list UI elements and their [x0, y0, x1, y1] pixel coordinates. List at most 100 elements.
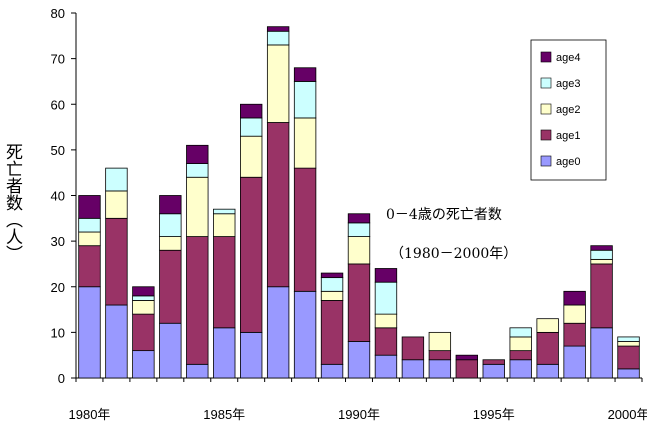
- bar-age2-1980: [78, 231, 101, 247]
- y-tick-label: 0: [58, 371, 65, 386]
- bar-age1-1981: [105, 217, 128, 306]
- legend-label-age3: age3: [556, 78, 580, 90]
- bar-age2-1983: [159, 236, 182, 251]
- legend-label-age0: age0: [556, 156, 580, 168]
- legend-swatch-age3: [540, 77, 552, 89]
- bar-age1-1991: [374, 327, 398, 356]
- x-tick-label: 1995年: [473, 407, 515, 422]
- bar-age2-1986: [240, 135, 263, 178]
- bar-age2-1996: [509, 336, 532, 352]
- bar-age0-1982: [132, 350, 155, 379]
- y-tick-label: 80: [51, 6, 65, 21]
- bar-age4-1989: [320, 272, 344, 279]
- bar-age1-1996: [509, 350, 532, 361]
- annotation-period: （1980－2000年）: [390, 246, 517, 262]
- bar-age0-1985: [213, 327, 236, 379]
- bar-age1-1990: [347, 263, 371, 342]
- bar-age0-1993: [428, 359, 452, 379]
- bar-age4-1990: [347, 213, 371, 224]
- bar-age3-1990: [347, 222, 371, 237]
- bar-age3-1999: [590, 249, 613, 260]
- bar-age4-1987: [266, 26, 290, 32]
- bar-stacks: [78, 26, 640, 379]
- bar-age1-1988: [293, 167, 317, 292]
- bar-age0-1981: [105, 304, 128, 379]
- annotation-title: 0－4歳の死亡者数: [386, 207, 502, 223]
- bar-age3-1982: [132, 295, 155, 301]
- bar-age2-1981: [105, 190, 128, 219]
- bar-age4-1986: [240, 103, 263, 119]
- bar-age2-1993: [428, 331, 452, 352]
- bar-age1-1992: [401, 336, 425, 361]
- annotation: 0－4歳の死亡者数 （1980－2000年）: [386, 207, 517, 262]
- bar-age1-1983: [159, 249, 182, 324]
- bar-age1-1994: [455, 359, 478, 379]
- bar-age1-1982: [132, 313, 155, 352]
- bar-age1-1987: [266, 122, 290, 288]
- bar-age2-1991: [374, 313, 398, 329]
- legend: age4 age3 age2 age1 age0: [530, 39, 607, 181]
- bar-age1-1993: [428, 350, 452, 361]
- bar-age0-1987: [266, 286, 290, 379]
- y-axis-label: 死亡者数（人）: [2, 143, 23, 262]
- bar-age2-1999: [590, 258, 613, 265]
- bar-age4-1991: [374, 268, 398, 283]
- y-axis: 0 10 20 30 40 50 60 70 80: [51, 6, 77, 386]
- bar-age0-1990: [347, 341, 371, 379]
- bar-age2-1982: [132, 300, 155, 315]
- bar-age1-1989: [320, 300, 344, 365]
- bar-age4-1988: [293, 67, 317, 82]
- bar-age1-1999: [590, 263, 613, 329]
- bar-age4-1983: [159, 195, 182, 215]
- bar-age4-1998: [563, 290, 586, 306]
- bar-age2-1997: [536, 318, 559, 333]
- bar-age1-1998: [563, 322, 586, 347]
- bar-age0-1980: [78, 286, 101, 379]
- bar-age3-1996: [509, 327, 532, 338]
- bar-age2-2000: [617, 341, 640, 347]
- bar-age2-1984: [186, 176, 209, 237]
- y-tick-label: 50: [51, 143, 65, 158]
- y-tick-label: 20: [51, 280, 65, 295]
- bar-age0-1998: [563, 345, 586, 379]
- bar-age3-1991: [374, 281, 398, 315]
- bar-age0-1991: [374, 354, 398, 379]
- bar-age3-1984: [186, 163, 209, 178]
- bar-age1-1986: [240, 176, 263, 333]
- bar-age3-1987: [266, 30, 290, 46]
- bar-age3-1988: [293, 81, 317, 119]
- bar-age1-2000: [617, 345, 640, 370]
- bar-age0-1999: [590, 327, 613, 379]
- bar-age4-1982: [132, 286, 155, 297]
- x-tick-label: 1985年: [203, 407, 245, 422]
- legend-swatch-age4: [540, 51, 552, 63]
- bar-age4-1984: [186, 144, 209, 164]
- bar-age0-1995: [482, 363, 505, 379]
- bar-age0-1997: [536, 363, 559, 379]
- legend-label-age1: age1: [556, 130, 580, 142]
- bar-age1-1995: [482, 359, 505, 365]
- bar-age2-1987: [266, 44, 290, 123]
- bar-age1-1984: [186, 236, 209, 365]
- bar-age0-1983: [159, 322, 182, 379]
- bar-age4-1994: [455, 354, 478, 361]
- bar-age1-1980: [78, 245, 101, 288]
- legend-swatch-age0: [540, 155, 552, 167]
- bar-age0-1984: [186, 363, 209, 379]
- bar-age3-2000: [617, 336, 640, 342]
- legend-label-age4: age4: [556, 52, 580, 64]
- bar-age0-1992: [401, 359, 425, 379]
- bar-age3-1980: [78, 217, 101, 233]
- bar-age2-1998: [563, 304, 586, 324]
- bar-age3-1981: [105, 167, 128, 192]
- bar-age3-1986: [240, 117, 263, 137]
- y-tick-label: 70: [51, 52, 65, 67]
- y-tick-label: 10: [51, 325, 65, 340]
- legend-label-age2: age2: [556, 104, 580, 116]
- y-tick-label: 40: [51, 189, 65, 204]
- bar-age1-1985: [213, 236, 236, 329]
- bar-age4-1999: [590, 245, 613, 251]
- bar-age2-1985: [213, 213, 236, 237]
- x-axis: 1980年 1985年 1990年 1995年 2000年: [69, 377, 647, 422]
- bar-age0-1988: [293, 290, 317, 379]
